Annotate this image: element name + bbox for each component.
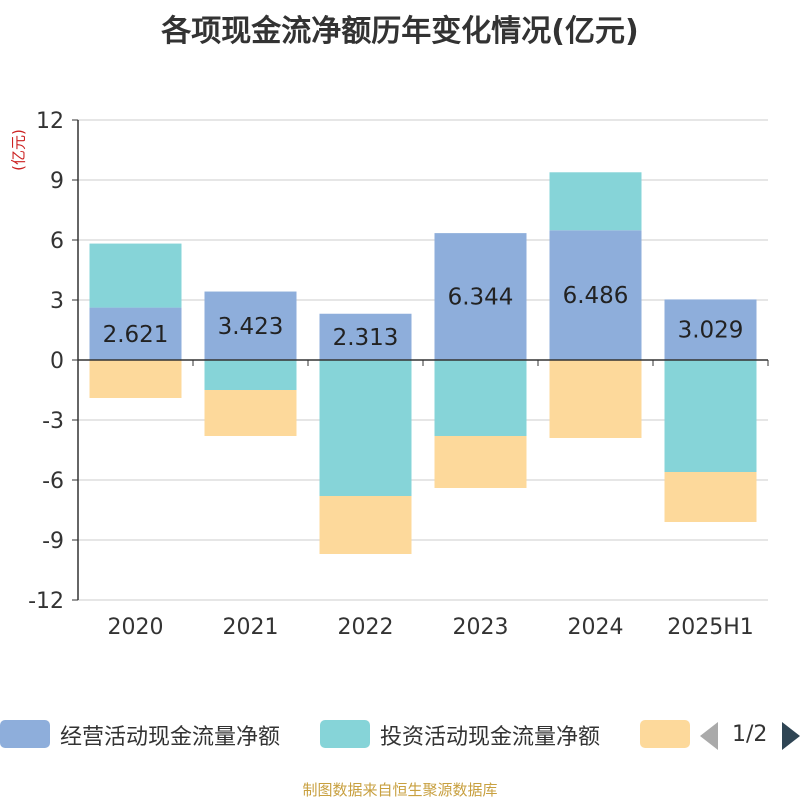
bar-segment: [549, 230, 642, 360]
legend-pager: 1/2: [700, 718, 800, 752]
legend: 经营活动现金流量净额 投资活动现金流量净额 1/2: [0, 714, 800, 754]
x-tick-label: 2023: [453, 615, 509, 640]
bar-value-label: 2.621: [103, 322, 169, 348]
y-tick-label: -3: [42, 409, 64, 434]
bar-segment: [319, 496, 412, 554]
legend-label-investing: 投资活动现金流量净额: [380, 725, 601, 750]
bar-segment: [89, 360, 182, 398]
bar-segment: [204, 291, 297, 360]
bar-value-label: 3.423: [218, 314, 284, 340]
x-tick-label: 2022: [338, 615, 394, 640]
x-tick-label: 2024: [568, 615, 624, 640]
legend-page-indicator: 1/2: [732, 722, 768, 747]
bar-segment: [549, 172, 642, 231]
bar-segment: [549, 360, 642, 438]
bar-segment: [89, 243, 182, 308]
y-tick-label: -9: [42, 529, 64, 554]
bar-segment: [664, 299, 757, 360]
bar-value-label: 3.029: [678, 318, 744, 344]
y-tick-label: 9: [50, 169, 64, 194]
y-tick-label: -12: [28, 589, 64, 614]
chart-canvas: 12 9 6 3 0 -3 -6 -9 -12 2.621 2020 3.423 2021 2.313 20…: [28, 109, 769, 640]
bar-segment: [204, 360, 297, 390]
bar-segment: [434, 233, 527, 360]
x-tick-label: 2021: [223, 615, 279, 640]
bar-segment: [89, 307, 182, 360]
data-source-note: 制图数据来自恒生聚源数据库: [302, 781, 498, 799]
legend-swatch-investing: [320, 720, 370, 748]
chart-title: 各项现金流净额历年变化情况(亿元): [161, 14, 639, 49]
bar-segment: [319, 360, 412, 496]
legend-swatch-operating: [0, 720, 50, 748]
y-tick-label: -6: [42, 469, 64, 494]
x-tick-label: 2020: [108, 615, 164, 640]
y-tick-label: 12: [36, 109, 64, 134]
y-tick-label: 0: [50, 349, 64, 374]
legend-label-operating: 经营活动现金流量净额: [60, 725, 281, 750]
bar-segment: [664, 360, 757, 472]
legend-next-page-icon[interactable]: [782, 722, 800, 750]
bar-value-label: 6.486: [563, 283, 629, 309]
y-tick-label: 6: [50, 229, 64, 254]
bar-value-label: 6.344: [448, 285, 514, 311]
bar-segment: [664, 472, 757, 522]
bar-segment: [434, 436, 527, 488]
bar-segment: [319, 313, 412, 360]
bar-segment: [204, 390, 297, 436]
x-tick-label: 2025H1: [667, 615, 754, 640]
bar-segment: [434, 360, 527, 436]
bar-value-label: 2.313: [333, 325, 399, 351]
legend-prev-page-icon[interactable]: [700, 722, 718, 750]
legend-swatch-third: [640, 720, 690, 748]
y-tick-label: 3: [50, 289, 64, 314]
